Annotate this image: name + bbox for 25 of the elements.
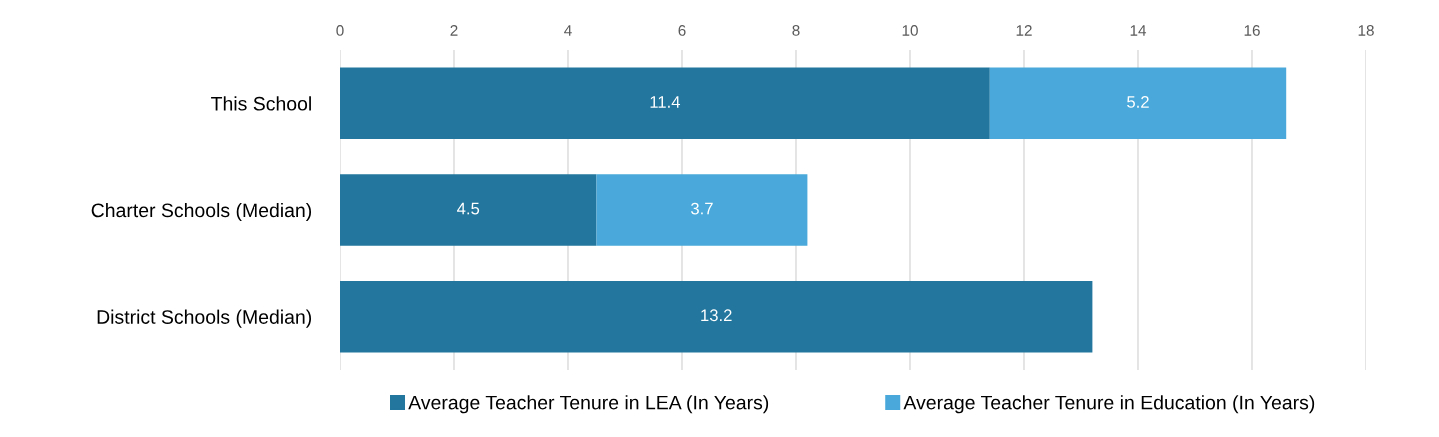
data-label: 13.2 [701,309,732,322]
y-tick-label: Charter Schools (Median) [91,202,312,222]
bar [989,67,1287,140]
x-tick-label: 10 [902,25,918,36]
bar [340,280,1093,353]
bar [340,67,990,140]
x-tick-label: 8 [792,25,800,36]
x-tick-label: 4 [564,25,572,36]
bar [340,174,597,246]
x-tick-label: 0 [336,25,344,36]
legend-label: Average Teacher Tenure in Education (In Years) [903,395,1315,414]
data-label: 11.4 [650,96,681,108]
x-tick-label: 12 [1016,25,1032,36]
bar [596,174,808,246]
legend-label: Average Teacher Tenure in LEA (In Years) [408,395,769,414]
x-tick-label: 14 [1130,25,1147,36]
x-tick-label: 6 [678,25,686,36]
y-tick-label: This School [211,96,311,111]
x-tick-label: 18 [1358,25,1374,36]
data-label: 5.2 [1127,96,1149,108]
x-tick-label: 2 [450,25,458,36]
x-tick-label: 16 [1244,25,1260,36]
y-tick-label: District Schools (Median) [97,309,312,328]
data-label: 4.5 [457,202,480,215]
data-label: 3.7 [691,202,713,215]
